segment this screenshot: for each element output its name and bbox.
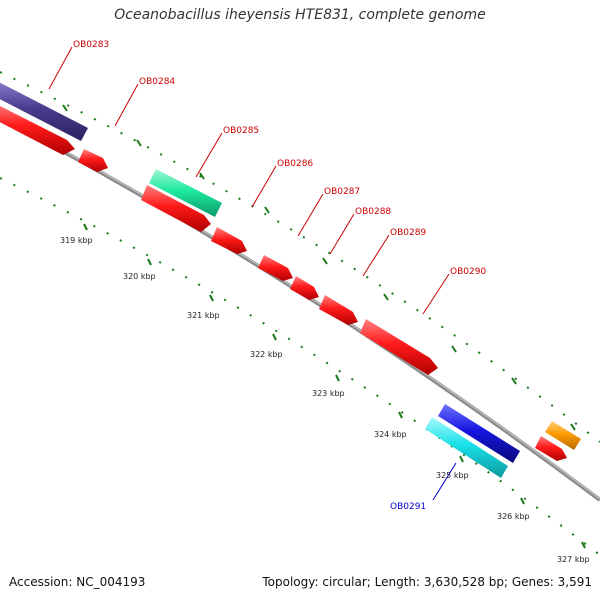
inner-tick-track <box>0 177 600 556</box>
topology-summary: Topology: circular; Length: 3,630,528 bp… <box>262 575 592 589</box>
cds-arrow[interactable] <box>319 295 358 325</box>
gene-label-ob0291[interactable]: OB0291 <box>390 502 426 512</box>
gene-label-ob0285[interactable]: OB0285 <box>223 126 259 136</box>
inner-major-ticks <box>83 223 586 549</box>
gene-label-leaders <box>48 46 457 501</box>
tick-label: 319 kbp <box>60 236 93 245</box>
gene-label-ob0283[interactable]: OB0283 <box>73 40 109 50</box>
tick-label: 324 kbp <box>374 430 407 439</box>
tick-label: 327 kbp <box>557 555 590 564</box>
gene-label-ob0284[interactable]: OB0284 <box>139 77 175 87</box>
gene-label-ob0289[interactable]: OB0289 <box>390 228 426 238</box>
gene-label-ob0286[interactable]: OB0286 <box>277 159 313 169</box>
cds-arrows <box>0 102 567 461</box>
tick-label: 325 kbp <box>436 471 469 480</box>
tick-label: 321 kbp <box>187 311 220 320</box>
cds-arrow[interactable] <box>360 319 438 375</box>
tick-labels: 319 kbp 320 kbp 321 kbp 322 kbp 323 kbp … <box>60 236 590 564</box>
gene-labels: OB0283 OB0284 OB0285 OB0286 OB0287 OB028… <box>73 40 486 512</box>
gene-label-ob0287[interactable]: OB0287 <box>324 187 360 197</box>
cds-arrow[interactable] <box>258 255 293 281</box>
feature-orange[interactable] <box>545 421 581 450</box>
genome-backbone-highlight <box>0 115 600 500</box>
feature-green[interactable] <box>149 169 222 217</box>
accession-label: Accession: NC_004193 <box>9 575 146 589</box>
outer-major-ticks <box>62 104 576 431</box>
tick-label: 326 kbp <box>497 512 530 521</box>
feature-cyan[interactable] <box>425 417 508 478</box>
tick-label: 323 kbp <box>312 389 345 398</box>
gene-label-ob0288[interactable]: OB0288 <box>355 207 391 217</box>
cds-arrow[interactable] <box>78 149 108 172</box>
feature-purple[interactable] <box>0 80 88 141</box>
cds-arrow[interactable] <box>141 185 211 232</box>
cds-arrow[interactable] <box>535 436 567 461</box>
tick-label: 320 kbp <box>123 272 156 281</box>
outer-tick-track <box>0 71 600 443</box>
genome-backbone <box>0 115 600 502</box>
cds-arrow[interactable] <box>211 227 247 254</box>
feature-blue[interactable] <box>438 404 520 463</box>
cds-arrow[interactable] <box>290 276 319 300</box>
gene-label-ob0290[interactable]: OB0290 <box>450 267 486 277</box>
cds-arrow[interactable] <box>0 102 75 155</box>
map-title: Oceanobacillus iheyensis HTE831, complet… <box>114 7 486 23</box>
tick-label: 322 kbp <box>250 350 283 359</box>
